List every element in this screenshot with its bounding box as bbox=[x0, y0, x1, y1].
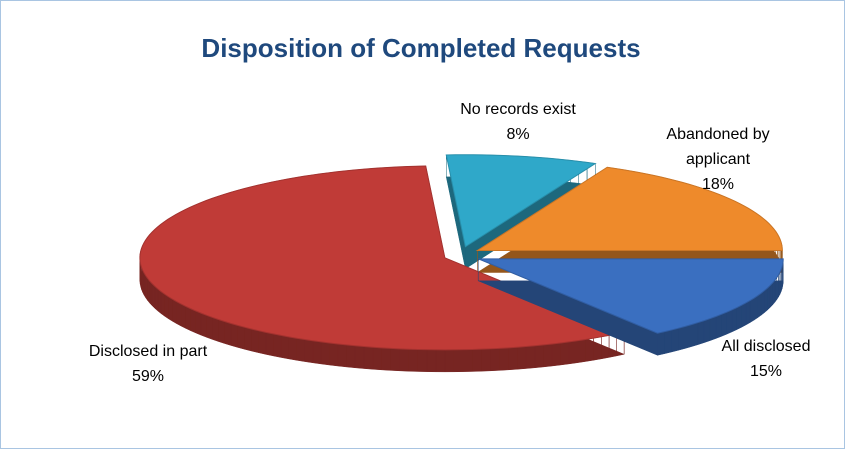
slice-label: Disclosed in part bbox=[89, 343, 208, 360]
chart-title: Disposition of Completed Requests bbox=[201, 33, 640, 63]
slice-label: All disclosed bbox=[722, 338, 811, 355]
slice bbox=[445, 154, 597, 248]
slice-value-label: 15% bbox=[750, 363, 782, 380]
slice-label: No records exist bbox=[460, 101, 576, 118]
slice bbox=[475, 166, 783, 251]
slice-value-label: 59% bbox=[132, 368, 164, 385]
slice bbox=[478, 258, 784, 334]
slice bbox=[139, 165, 626, 351]
slice-side bbox=[477, 258, 784, 356]
slice-value-label: 18% bbox=[702, 176, 734, 193]
slice-label: Abandoned by applicant bbox=[666, 126, 769, 168]
slice-value-label: 8% bbox=[506, 126, 529, 143]
